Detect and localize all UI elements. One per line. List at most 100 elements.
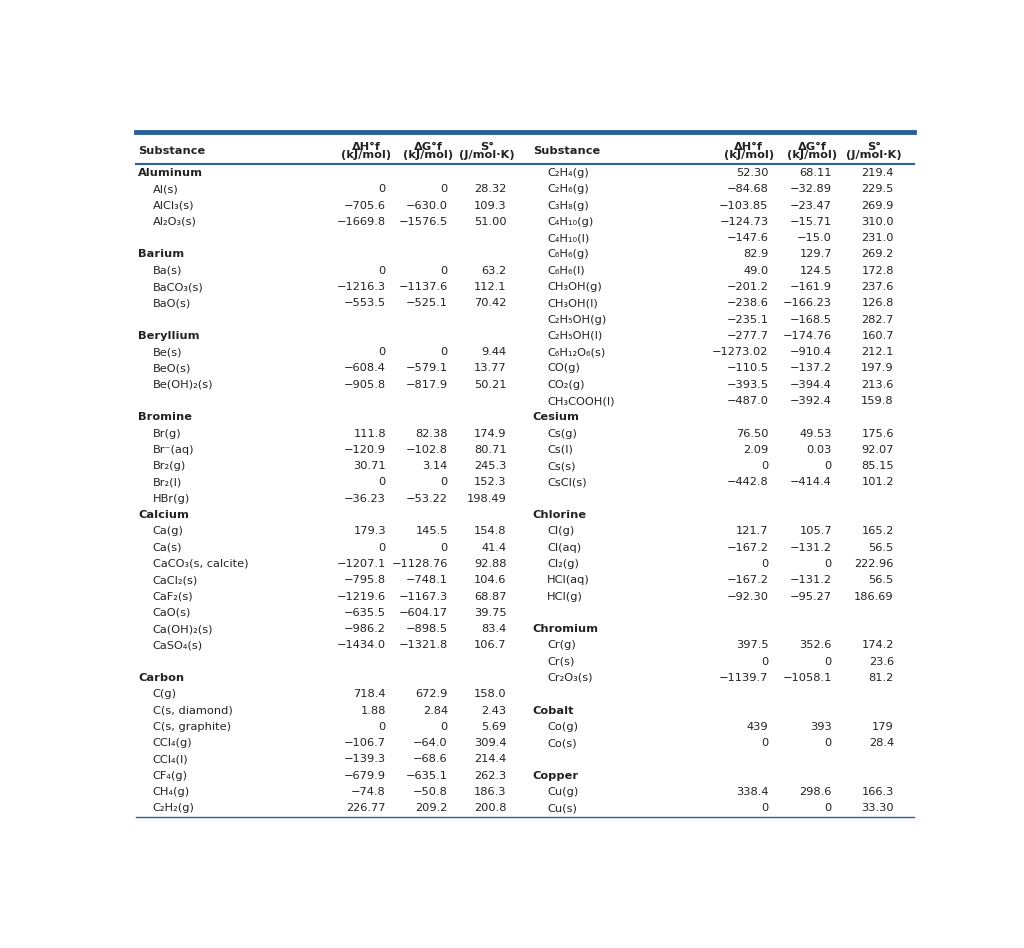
Text: 23.6: 23.6 [868, 657, 894, 666]
Text: 186.3: 186.3 [474, 787, 507, 797]
Text: 159.8: 159.8 [861, 396, 894, 406]
Text: −167.2: −167.2 [727, 542, 768, 553]
Text: 56.5: 56.5 [868, 575, 894, 585]
Text: −68.6: −68.6 [414, 755, 447, 764]
Text: 129.7: 129.7 [800, 249, 831, 260]
Text: 186.69: 186.69 [854, 592, 894, 601]
Text: −635.5: −635.5 [344, 608, 386, 618]
Text: 179: 179 [872, 721, 894, 732]
Text: −174.76: −174.76 [782, 331, 831, 341]
Text: Chromium: Chromium [532, 624, 599, 634]
Text: −102.8: −102.8 [406, 445, 447, 455]
Text: 197.9: 197.9 [861, 363, 894, 374]
Text: −414.4: −414.4 [791, 478, 831, 487]
Text: 179.3: 179.3 [353, 526, 386, 537]
Text: Substance: Substance [138, 146, 206, 156]
Text: 152.3: 152.3 [474, 478, 507, 487]
Text: 174.2: 174.2 [861, 640, 894, 650]
Text: S°: S° [479, 142, 494, 153]
Text: −120.9: −120.9 [344, 445, 386, 455]
Text: 0: 0 [761, 738, 768, 748]
Text: 0: 0 [761, 803, 768, 813]
Text: HCl(g): HCl(g) [547, 592, 583, 601]
Text: −92.30: −92.30 [726, 592, 768, 601]
Text: 49.0: 49.0 [743, 265, 768, 276]
Text: Ca(s): Ca(s) [153, 542, 182, 553]
Text: −1321.8: −1321.8 [398, 640, 447, 650]
Text: 2.09: 2.09 [743, 445, 768, 455]
Text: C₂H₅OH(g): C₂H₅OH(g) [547, 315, 606, 324]
Text: Substance: Substance [532, 146, 600, 156]
Text: −15.0: −15.0 [797, 233, 831, 244]
Text: 41.4: 41.4 [481, 542, 507, 553]
Text: −168.5: −168.5 [790, 315, 831, 324]
Text: C₃H₈(g): C₃H₈(g) [547, 201, 589, 210]
Text: C₂H₆(g): C₂H₆(g) [547, 184, 589, 194]
Text: −392.4: −392.4 [791, 396, 831, 406]
Text: 2.43: 2.43 [481, 705, 507, 716]
Text: 0: 0 [379, 721, 386, 732]
Text: Ca(g): Ca(g) [153, 526, 183, 537]
Text: 92.07: 92.07 [861, 445, 894, 455]
Text: 56.5: 56.5 [868, 542, 894, 553]
Text: −131.2: −131.2 [790, 542, 831, 553]
Text: −131.2: −131.2 [790, 575, 831, 585]
Text: 309.4: 309.4 [474, 738, 507, 748]
Text: 13.77: 13.77 [474, 363, 507, 374]
Text: −795.8: −795.8 [344, 575, 386, 585]
Text: 49.53: 49.53 [800, 428, 831, 439]
Text: 68.87: 68.87 [474, 592, 507, 601]
Text: Be(OH)₂(s): Be(OH)₂(s) [153, 380, 213, 390]
Text: (J/mol·K): (J/mol·K) [846, 150, 902, 159]
Text: Al(s): Al(s) [153, 184, 178, 194]
Text: Ca(OH)₂(s): Ca(OH)₂(s) [153, 624, 213, 634]
Text: 111.8: 111.8 [353, 428, 386, 439]
Text: 82.38: 82.38 [416, 428, 447, 439]
Text: 124.5: 124.5 [800, 265, 831, 276]
Text: HCl(aq): HCl(aq) [547, 575, 590, 585]
Text: 105.7: 105.7 [800, 526, 831, 537]
Text: 0: 0 [440, 542, 447, 553]
Text: 352.6: 352.6 [800, 640, 831, 650]
Text: 0: 0 [824, 803, 831, 813]
Text: Cesium: Cesium [532, 412, 580, 423]
Text: HBr(g): HBr(g) [153, 494, 189, 503]
Text: 0: 0 [379, 542, 386, 553]
Text: C₄H₁₀(l): C₄H₁₀(l) [547, 233, 589, 244]
Text: −986.2: −986.2 [344, 624, 386, 634]
Text: 0: 0 [824, 559, 831, 569]
Text: 83.4: 83.4 [481, 624, 507, 634]
Text: −1167.3: −1167.3 [398, 592, 447, 601]
Text: Co(s): Co(s) [547, 738, 577, 748]
Text: BeO(s): BeO(s) [153, 363, 191, 374]
Text: Al₂O₃(s): Al₂O₃(s) [153, 217, 197, 227]
Text: CO(g): CO(g) [547, 363, 580, 374]
Text: (kJ/mol): (kJ/mol) [402, 150, 453, 159]
Text: 237.6: 237.6 [861, 283, 894, 292]
Text: ΔG°f: ΔG°f [798, 142, 826, 153]
Text: Cl(g): Cl(g) [547, 526, 574, 537]
Text: (kJ/mol): (kJ/mol) [724, 150, 774, 159]
Text: Cs(s): Cs(s) [547, 461, 575, 471]
Text: (kJ/mol): (kJ/mol) [787, 150, 838, 159]
Text: −139.3: −139.3 [344, 755, 386, 764]
Text: −553.5: −553.5 [344, 299, 386, 308]
Text: −1137.6: −1137.6 [398, 283, 447, 292]
Text: 145.5: 145.5 [416, 526, 447, 537]
Text: 101.2: 101.2 [861, 478, 894, 487]
Text: 52.30: 52.30 [736, 168, 768, 178]
Text: −705.6: −705.6 [344, 201, 386, 210]
Text: 226.77: 226.77 [346, 803, 386, 813]
Text: Cr₂O₃(s): Cr₂O₃(s) [547, 673, 593, 683]
Text: (kJ/mol): (kJ/mol) [341, 150, 391, 159]
Text: C(g): C(g) [153, 689, 176, 700]
Text: 50.21: 50.21 [474, 380, 507, 390]
Text: C₂H₄(g): C₂H₄(g) [547, 168, 589, 178]
Text: 166.3: 166.3 [861, 787, 894, 797]
Text: C₄H₁₀(g): C₄H₁₀(g) [547, 217, 593, 227]
Text: Cs(l): Cs(l) [547, 445, 572, 455]
Text: −238.6: −238.6 [727, 299, 768, 308]
Text: −124.73: −124.73 [719, 217, 768, 227]
Text: 0.03: 0.03 [807, 445, 831, 455]
Text: 0: 0 [440, 721, 447, 732]
